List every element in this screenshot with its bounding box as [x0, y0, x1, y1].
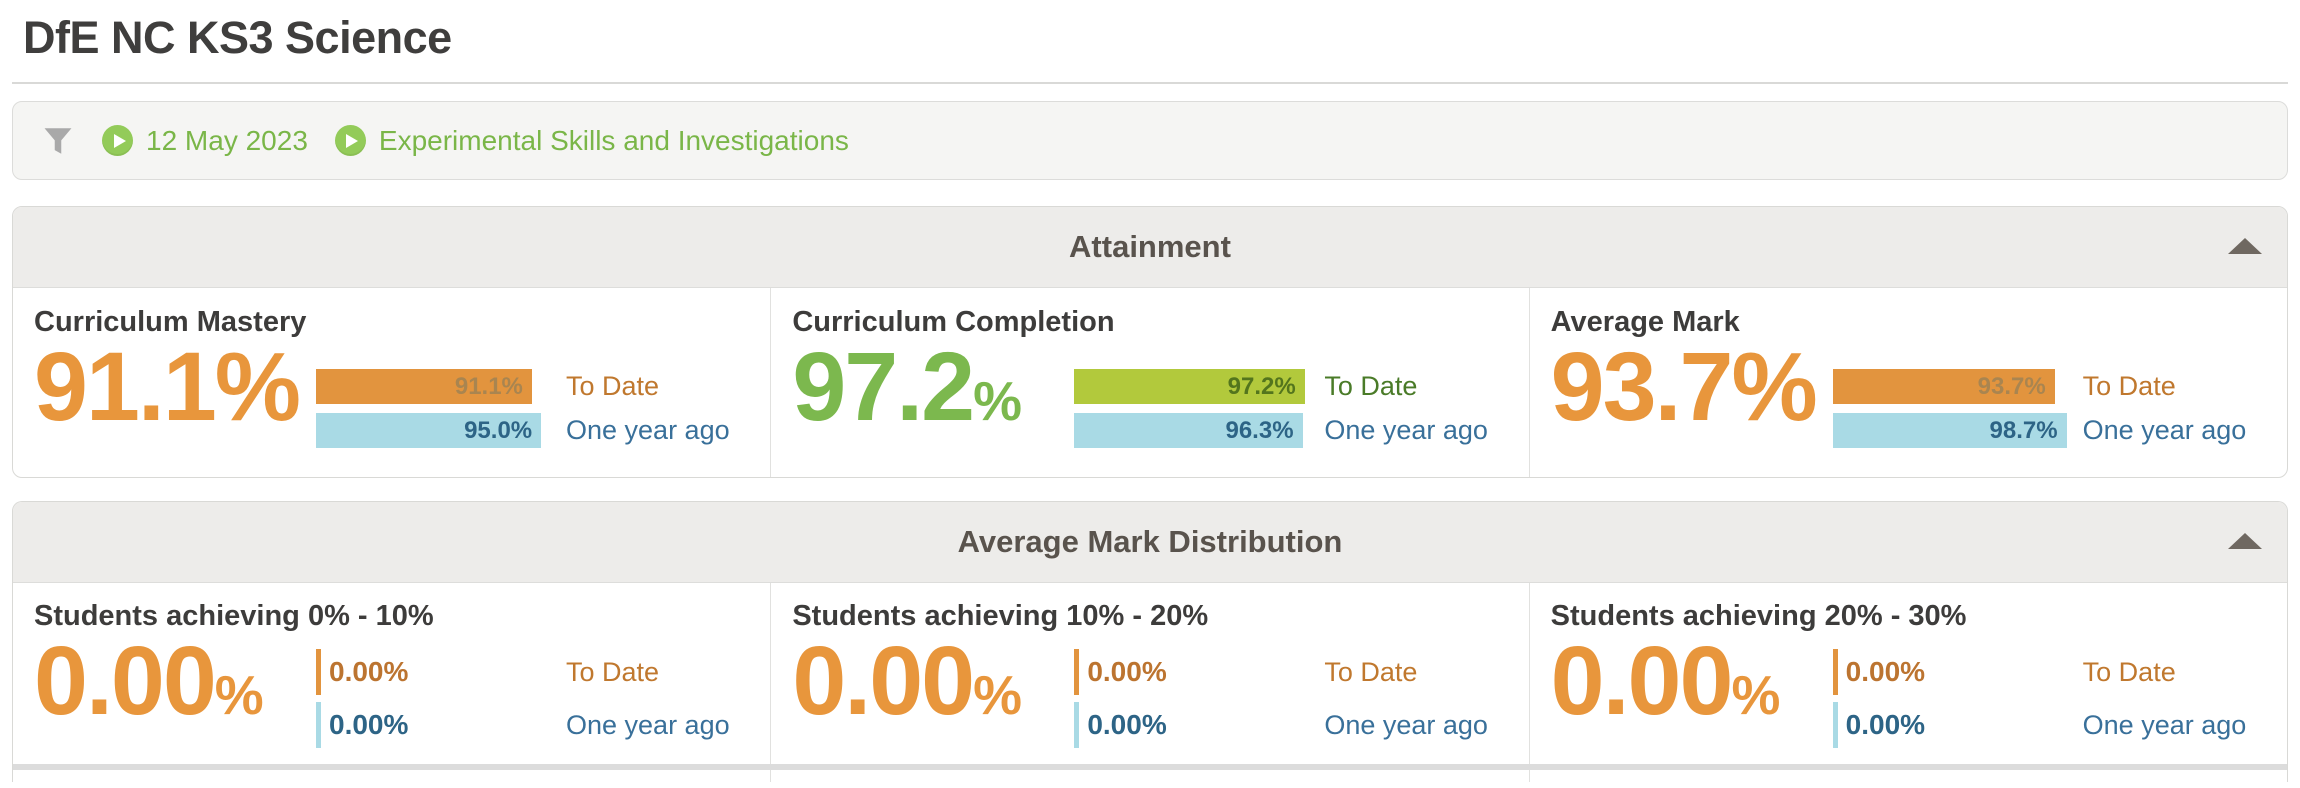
metric-bar-chart: 91.1% To Date 95.0% One year ago: [316, 369, 730, 457]
attainment-panel-title: Attainment: [1069, 229, 1231, 264]
metric-big-value: 0.00%: [34, 626, 264, 735]
to-date-bar: 91.1%: [316, 369, 532, 404]
metric-title: Students achieving 20% - 30%: [1550, 600, 1967, 632]
bar-row-to-date: 0.00% To Date: [1074, 649, 1417, 695]
one-year-ago-label: One year ago: [1324, 415, 1488, 445]
metric-title: Students achieving 10% - 20%: [792, 600, 1209, 632]
row-divider: [13, 764, 2287, 770]
one-year-ago-label: One year ago: [566, 415, 730, 445]
play-icon: [102, 125, 133, 156]
bar-value-label: 0.00%: [329, 709, 409, 740]
bar-value-label: 0.00%: [1087, 656, 1167, 687]
metric-bar-chart: 0.00% To Date 0.00% One year ago: [1074, 649, 1488, 755]
one-year-ago-label: One year ago: [1324, 709, 1488, 740]
metric-cell-curriculum-completion: Curriculum Completion 97.2% 97.2% To Dat…: [770, 288, 1528, 477]
one-year-ago-bar: 98.7%: [1832, 413, 2067, 448]
one-year-ago-bar: [316, 702, 321, 748]
bar-value-label: 91.1%: [454, 372, 523, 400]
distribution-panel-title: Average Mark Distribution: [957, 524, 1343, 559]
title-divider: [12, 82, 2288, 84]
metric-title: Students achieving 0% - 10%: [34, 600, 434, 632]
play-icon: [334, 125, 366, 156]
bar-row-one-year-ago: 0.00% One year ago: [1074, 702, 1488, 748]
metric-cell-students-10-20: Students achieving 10% - 20% 0.00% 0.00%…: [770, 583, 1528, 764]
bar-row-to-date: 0.00% To Date: [316, 649, 659, 695]
filter-chip-date-label: 12 May 2023: [146, 124, 308, 156]
bar-value-label: 0.00%: [1845, 656, 1926, 687]
one-year-ago-bar: [1832, 702, 1838, 748]
metric-big-value: 0.00%: [792, 626, 1023, 735]
bar-value-label: 93.7%: [1977, 372, 2046, 400]
metric-cell-curriculum-mastery: Curriculum Mastery 91.1% 91.1% To Date 9…: [13, 288, 770, 477]
metric-big-value: 97.2%: [792, 332, 1023, 441]
bar-row-one-year-ago: 96.3% One year ago: [1074, 413, 1488, 448]
to-date-bar: [316, 649, 321, 695]
metric-bar-chart: 93.7% To Date 98.7% One year ago: [1832, 369, 2246, 457]
bar-row-to-date: 97.2% To Date: [1074, 369, 1417, 404]
bar-row-one-year-ago: 95.0% One year ago: [316, 413, 730, 448]
bar-value-label: 0.00%: [1845, 709, 1926, 740]
to-date-label: To Date: [2082, 371, 2176, 401]
filter-bar: 12 May 2023 Experimental Skills and Inve…: [12, 101, 2288, 180]
one-year-ago-bar: 96.3%: [1074, 413, 1303, 448]
collapse-arrow-icon[interactable]: [2228, 533, 2262, 549]
one-year-ago-label: One year ago: [2082, 415, 2247, 445]
bar-row-one-year-ago: 0.00% One year ago: [1832, 702, 2246, 748]
metric-bar-chart: 97.2% To Date 96.3% One year ago: [1074, 369, 1488, 457]
to-date-bar: [1074, 649, 1080, 695]
collapse-arrow-icon[interactable]: [2228, 238, 2262, 254]
metric-title: Curriculum Completion: [792, 306, 1115, 338]
bar-row-to-date: 91.1% To Date: [316, 369, 659, 404]
metric-cell-average-mark: Average Mark 93.7% 93.7% To Date 98.7%: [1528, 288, 2287, 477]
metric-bar-chart: 0.00% To Date 0.00% One year ago: [1832, 649, 2246, 755]
distribution-panel-body: Students achieving 0% - 10% 0.00% 0.00% …: [13, 583, 2287, 764]
metric-cell-students-0-10: Students achieving 0% - 10% 0.00% 0.00% …: [13, 583, 770, 764]
to-date-bar: 93.7%: [1832, 369, 2055, 404]
bar-value-label: 0.00%: [329, 656, 409, 687]
next-row-stub: [13, 770, 2287, 782]
bar-value-label: 0.00%: [1087, 709, 1167, 740]
bar-value-label: 97.2%: [1227, 372, 1296, 400]
bar-row-to-date: 0.00% To Date: [1832, 649, 2176, 695]
metric-bar-chart: 0.00% To Date 0.00% One year ago: [316, 649, 730, 755]
metric-title: Curriculum Mastery: [34, 306, 307, 338]
metric-big-value: 91.1%: [34, 332, 301, 441]
metric-cell-students-20-30: Students achieving 20% - 30% 0.00% 0.00%…: [1528, 583, 2287, 764]
one-year-ago-bar: 95.0%: [316, 413, 542, 448]
to-date-label: To Date: [1324, 371, 1418, 401]
bar-row-to-date: 93.7% To Date: [1832, 369, 2176, 404]
bar-value-label: 96.3%: [1225, 416, 1294, 444]
attainment-panel-header[interactable]: Attainment: [13, 207, 2287, 288]
to-date-label: To Date: [566, 656, 660, 687]
to-date-label: To Date: [566, 371, 660, 401]
page-title: DfE NC KS3 Science: [23, 12, 452, 63]
to-date-bar: [1832, 649, 1838, 695]
one-year-ago-label: One year ago: [566, 709, 730, 740]
metric-big-value: 93.7%: [1550, 332, 1818, 441]
filter-funnel-icon[interactable]: [41, 124, 75, 158]
average-mark-distribution-panel: Average Mark Distribution Students achie…: [12, 501, 2288, 782]
attainment-panel-body: Curriculum Mastery 91.1% 91.1% To Date 9…: [13, 288, 2287, 477]
metric-big-value: 0.00%: [1550, 626, 1781, 735]
attainment-panel: Attainment Curriculum Mastery 91.1% 91.1…: [12, 206, 2288, 478]
distribution-panel-header[interactable]: Average Mark Distribution: [13, 502, 2287, 583]
to-date-label: To Date: [2082, 656, 2176, 687]
to-date-label: To Date: [1324, 656, 1418, 687]
one-year-ago-label: One year ago: [2082, 709, 2247, 740]
bar-row-one-year-ago: 98.7% One year ago: [1832, 413, 2246, 448]
bar-value-label: 98.7%: [1989, 416, 2058, 444]
to-date-bar: 97.2%: [1074, 369, 1305, 404]
filter-chip-topic[interactable]: Experimental Skills and Investigations: [334, 124, 849, 157]
one-year-ago-bar: [1074, 702, 1080, 748]
filter-chip-topic-label: Experimental Skills and Investigations: [378, 124, 849, 156]
metric-title: Average Mark: [1550, 306, 1740, 338]
bar-value-label: 95.0%: [464, 416, 533, 444]
bar-row-one-year-ago: 0.00% One year ago: [316, 702, 730, 748]
filter-chip-date[interactable]: 12 May 2023: [102, 125, 308, 157]
